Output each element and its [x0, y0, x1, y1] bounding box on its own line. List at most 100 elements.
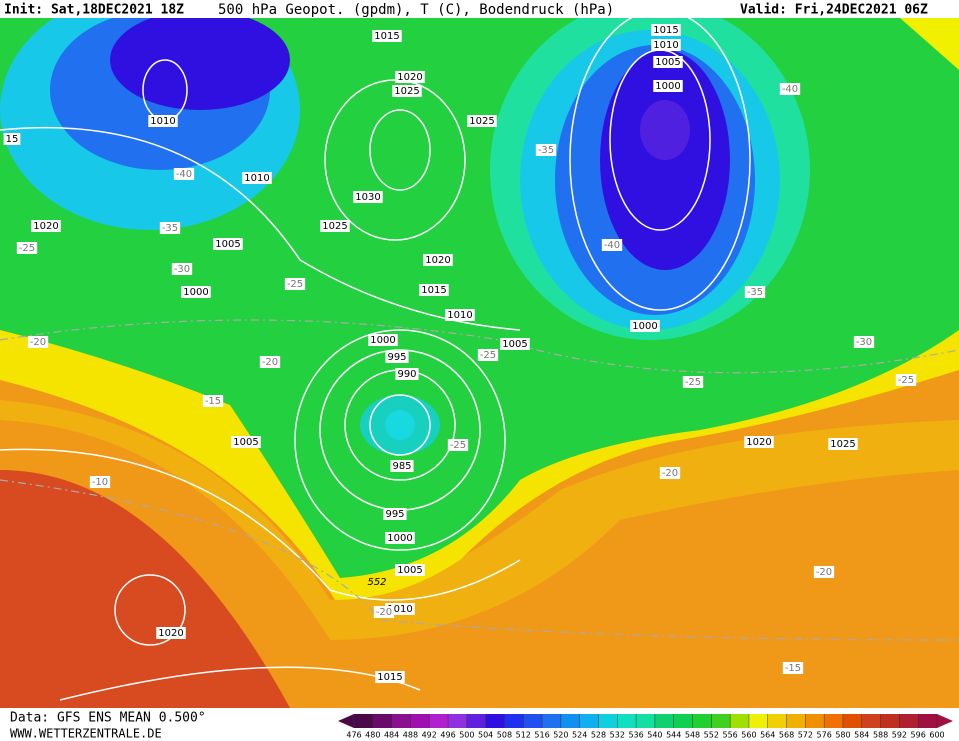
temperature-label: -35	[162, 223, 178, 234]
pressure-label-box	[375, 671, 405, 683]
colorbar-segment	[354, 714, 374, 728]
colorbar-label: 584	[854, 731, 869, 740]
temperature-label-box	[477, 349, 499, 361]
colorbar-label: 492	[422, 731, 437, 740]
colorbar-label: 568	[779, 731, 794, 740]
colorbar-label: 556	[722, 731, 737, 740]
temperature-label: -35	[538, 145, 554, 156]
pressure-label-box	[651, 39, 681, 51]
pressure-label: 1005	[655, 57, 680, 68]
pressure-label-box	[353, 191, 383, 203]
colorbar-arrow-left	[338, 714, 354, 728]
pressure-label: 1000	[183, 287, 208, 298]
pressure-label: 1010	[244, 173, 269, 184]
pressure-label-box	[372, 30, 402, 42]
map-background	[0, 0, 959, 708]
map-title: 500 hPa Geopot. (gpdm), T (C), Bodendruc…	[218, 2, 614, 18]
colorbar-label: 592	[892, 731, 907, 740]
pressure-label: 990	[397, 369, 416, 380]
pressure-label-box	[320, 220, 350, 232]
pressure-label: 1010	[387, 604, 412, 615]
pressure-label: 1030	[355, 192, 380, 203]
pressure-label: 1005	[397, 565, 422, 576]
pressure-label: 1010	[447, 310, 472, 321]
pressure-label: 1015	[374, 31, 399, 42]
pressure-label: 1005	[215, 239, 240, 250]
colorbar-segment	[654, 714, 675, 728]
temperature-label: -40	[176, 169, 192, 180]
pressure-label-box	[368, 334, 398, 346]
temperature-label-box	[682, 376, 704, 388]
pressure-label: 15	[6, 134, 19, 145]
colorbar-label: 572	[798, 731, 813, 740]
temperature-label-box	[202, 395, 224, 407]
colorbar-segment	[767, 714, 788, 728]
temperature-label-box	[895, 374, 917, 386]
pressure-label-box	[156, 627, 186, 639]
colorbar-label: 480	[365, 731, 380, 740]
pressure-label-box	[385, 532, 415, 544]
temperature-label: -40	[604, 240, 620, 251]
pressure-label: 1025	[469, 116, 494, 127]
site: WWW.WETTERZENTRALE.DE	[10, 727, 162, 741]
colorbar-label: 516	[534, 731, 549, 740]
pressure-label-box	[181, 286, 211, 298]
colorbar-label: 532	[610, 731, 625, 740]
colorbar-label: 524	[572, 731, 587, 740]
colorbar-segment	[636, 714, 656, 728]
colorbar-segment	[711, 714, 731, 728]
temperature-label: -40	[782, 84, 798, 95]
temperature-label-box	[259, 356, 281, 368]
colorbar: 476 480 484 488 492 496 500 504 508 512 516 520 524 5…	[338, 714, 953, 740]
colorbar-segment	[485, 714, 505, 728]
temperature-label: -25	[685, 377, 701, 388]
colorbar-label: 536	[628, 731, 643, 740]
pressure-label: 1020	[158, 628, 183, 639]
pressure-label: 1000	[370, 335, 395, 346]
pressure-label-box	[630, 320, 660, 332]
colorbar-label: 528	[591, 731, 606, 740]
pressure-label-box	[392, 85, 422, 97]
colorbar-label: 540	[647, 731, 662, 740]
pressure-label-box	[423, 254, 453, 266]
colorbar-label: 588	[873, 731, 888, 740]
colorbar-segment	[880, 714, 900, 728]
pressure-label: 1015	[421, 285, 446, 296]
temperature-label-box	[535, 144, 557, 156]
temperature-label: -10	[92, 477, 108, 488]
pressure-label: 995	[385, 509, 404, 520]
colorbar-segment	[748, 714, 769, 728]
pressure-label-box	[653, 80, 683, 92]
temperature-label: -20	[816, 567, 832, 578]
colorbar-segment	[786, 714, 806, 728]
data-source: Data: GFS ENS MEAN 0.500°	[10, 711, 206, 726]
pressure-label-box	[828, 438, 858, 450]
temperature-label-box	[853, 336, 875, 348]
temperature-label: -15	[785, 663, 801, 674]
temperature-label-box	[601, 239, 623, 251]
colorbar-label: 504	[478, 731, 493, 740]
map-labels: 1015 1020 1025 1010 1010 1030 1025 1020 1015 1010…	[3, 24, 917, 683]
pressure-label: 985	[392, 461, 411, 472]
pressure-label-box	[500, 338, 530, 350]
temperature-label: -20	[376, 607, 392, 618]
pressure-label-box	[467, 115, 497, 127]
temperature-label: -25	[19, 243, 35, 254]
colorbar-segment	[617, 714, 637, 728]
temperature-label: -20	[30, 337, 46, 348]
temperature-label-box	[659, 467, 681, 479]
pressure-label: 1000	[387, 533, 412, 544]
pressure-label: 1015	[377, 672, 402, 683]
pressure-label: 1010	[150, 116, 175, 127]
colorbar-label: 488	[403, 731, 418, 740]
temperature-label-box	[744, 286, 766, 298]
pressure-label: 1000	[632, 321, 657, 332]
colorbar-segment	[824, 714, 844, 728]
temperature-label-box	[284, 278, 306, 290]
colorbar-segment	[372, 714, 393, 728]
temperature-label-box	[447, 439, 469, 451]
temperature-label: -20	[262, 357, 278, 368]
colorbar-segment	[560, 714, 581, 728]
pressure-label-box	[242, 172, 272, 184]
pressure-label: 1015	[653, 25, 678, 36]
